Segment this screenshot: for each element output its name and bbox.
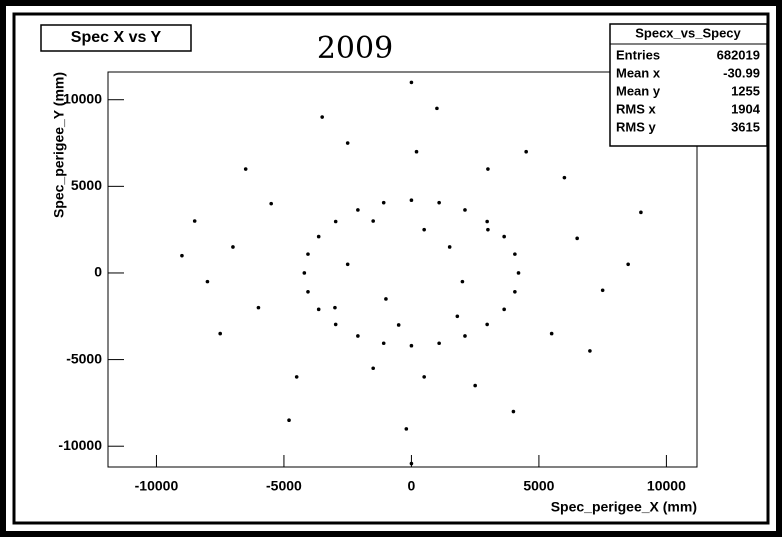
y-tick-label: 5000 bbox=[71, 177, 102, 193]
point bbox=[460, 279, 465, 284]
stats-label: RMS y bbox=[616, 119, 657, 134]
point bbox=[626, 262, 630, 267]
point bbox=[588, 349, 592, 353]
point bbox=[575, 236, 579, 241]
point bbox=[513, 289, 517, 294]
point bbox=[524, 149, 528, 154]
point bbox=[485, 322, 489, 327]
stats-label: Entries bbox=[616, 47, 660, 62]
stats-value: -30.99 bbox=[723, 65, 760, 80]
stats-value: 1904 bbox=[731, 101, 761, 116]
x-tick-label: 10000 bbox=[647, 478, 686, 494]
point bbox=[422, 227, 426, 232]
x-axis-label: Spec_perigee_X (mm) bbox=[551, 499, 697, 515]
stats-value: 3615 bbox=[731, 119, 760, 134]
point bbox=[192, 219, 197, 223]
point bbox=[409, 198, 414, 203]
point bbox=[409, 80, 414, 85]
point bbox=[435, 106, 439, 111]
point bbox=[463, 334, 467, 338]
point bbox=[287, 418, 291, 423]
stats-value: 1255 bbox=[731, 83, 760, 98]
point bbox=[356, 208, 360, 212]
point bbox=[511, 409, 516, 414]
point bbox=[516, 271, 521, 275]
point bbox=[396, 323, 401, 327]
y-tick-label: 10000 bbox=[63, 90, 102, 106]
point bbox=[371, 366, 375, 371]
point bbox=[333, 219, 338, 224]
point bbox=[306, 289, 310, 294]
point bbox=[562, 175, 567, 180]
point bbox=[381, 200, 386, 205]
point bbox=[513, 252, 517, 256]
point bbox=[306, 252, 310, 256]
x-tick-label: 5000 bbox=[523, 478, 554, 494]
point bbox=[316, 234, 321, 239]
y-axis-label: Spec_perigee_Y (mm) bbox=[51, 72, 67, 218]
point bbox=[486, 227, 490, 232]
point bbox=[333, 322, 338, 327]
stats-box: Specx_vs_Specy Entries 682019 Mean x -30.99… bbox=[609, 23, 768, 147]
stats-label: Mean y bbox=[616, 83, 661, 98]
stats-label: RMS x bbox=[616, 101, 657, 116]
title-box bbox=[40, 24, 192, 52]
point bbox=[205, 279, 210, 284]
x-tick-label: -10000 bbox=[135, 478, 179, 494]
point bbox=[485, 219, 489, 224]
point bbox=[549, 331, 554, 336]
point bbox=[455, 314, 460, 319]
stats-title: Specx_vs_Specy bbox=[635, 25, 741, 40]
point bbox=[414, 149, 419, 154]
point bbox=[356, 334, 360, 338]
point bbox=[486, 167, 490, 171]
point bbox=[243, 167, 248, 171]
point bbox=[463, 208, 467, 212]
point bbox=[502, 307, 506, 312]
plot-frame bbox=[107, 71, 698, 468]
point bbox=[473, 383, 477, 388]
point bbox=[502, 234, 506, 239]
point bbox=[437, 200, 441, 205]
point bbox=[180, 253, 184, 258]
x-tick-label: -5000 bbox=[266, 478, 302, 494]
stats-value: 682019 bbox=[717, 47, 760, 62]
annotation: 2009 bbox=[317, 31, 393, 66]
point bbox=[231, 245, 235, 249]
point bbox=[345, 262, 350, 267]
x-tick-label: 0 bbox=[408, 478, 416, 494]
point bbox=[333, 305, 337, 310]
chart-title: Spec X vs Y bbox=[71, 29, 162, 46]
point bbox=[384, 297, 388, 301]
y-tick-label: 0 bbox=[94, 264, 102, 280]
point bbox=[345, 141, 350, 145]
point bbox=[302, 271, 307, 275]
point bbox=[269, 201, 273, 206]
point bbox=[409, 343, 414, 348]
point bbox=[218, 331, 222, 336]
point bbox=[404, 427, 409, 431]
point bbox=[381, 341, 386, 346]
point bbox=[447, 245, 452, 249]
y-tick-label: -10000 bbox=[58, 437, 102, 453]
stats-label: Mean x bbox=[616, 65, 661, 80]
point bbox=[422, 375, 426, 379]
point bbox=[409, 461, 414, 466]
point bbox=[320, 115, 324, 119]
point bbox=[316, 307, 321, 312]
point bbox=[256, 305, 261, 310]
point bbox=[371, 219, 375, 223]
point bbox=[294, 375, 299, 379]
y-tick-label: -5000 bbox=[66, 350, 102, 366]
point bbox=[639, 210, 643, 215]
point bbox=[600, 288, 605, 293]
point bbox=[437, 341, 441, 346]
